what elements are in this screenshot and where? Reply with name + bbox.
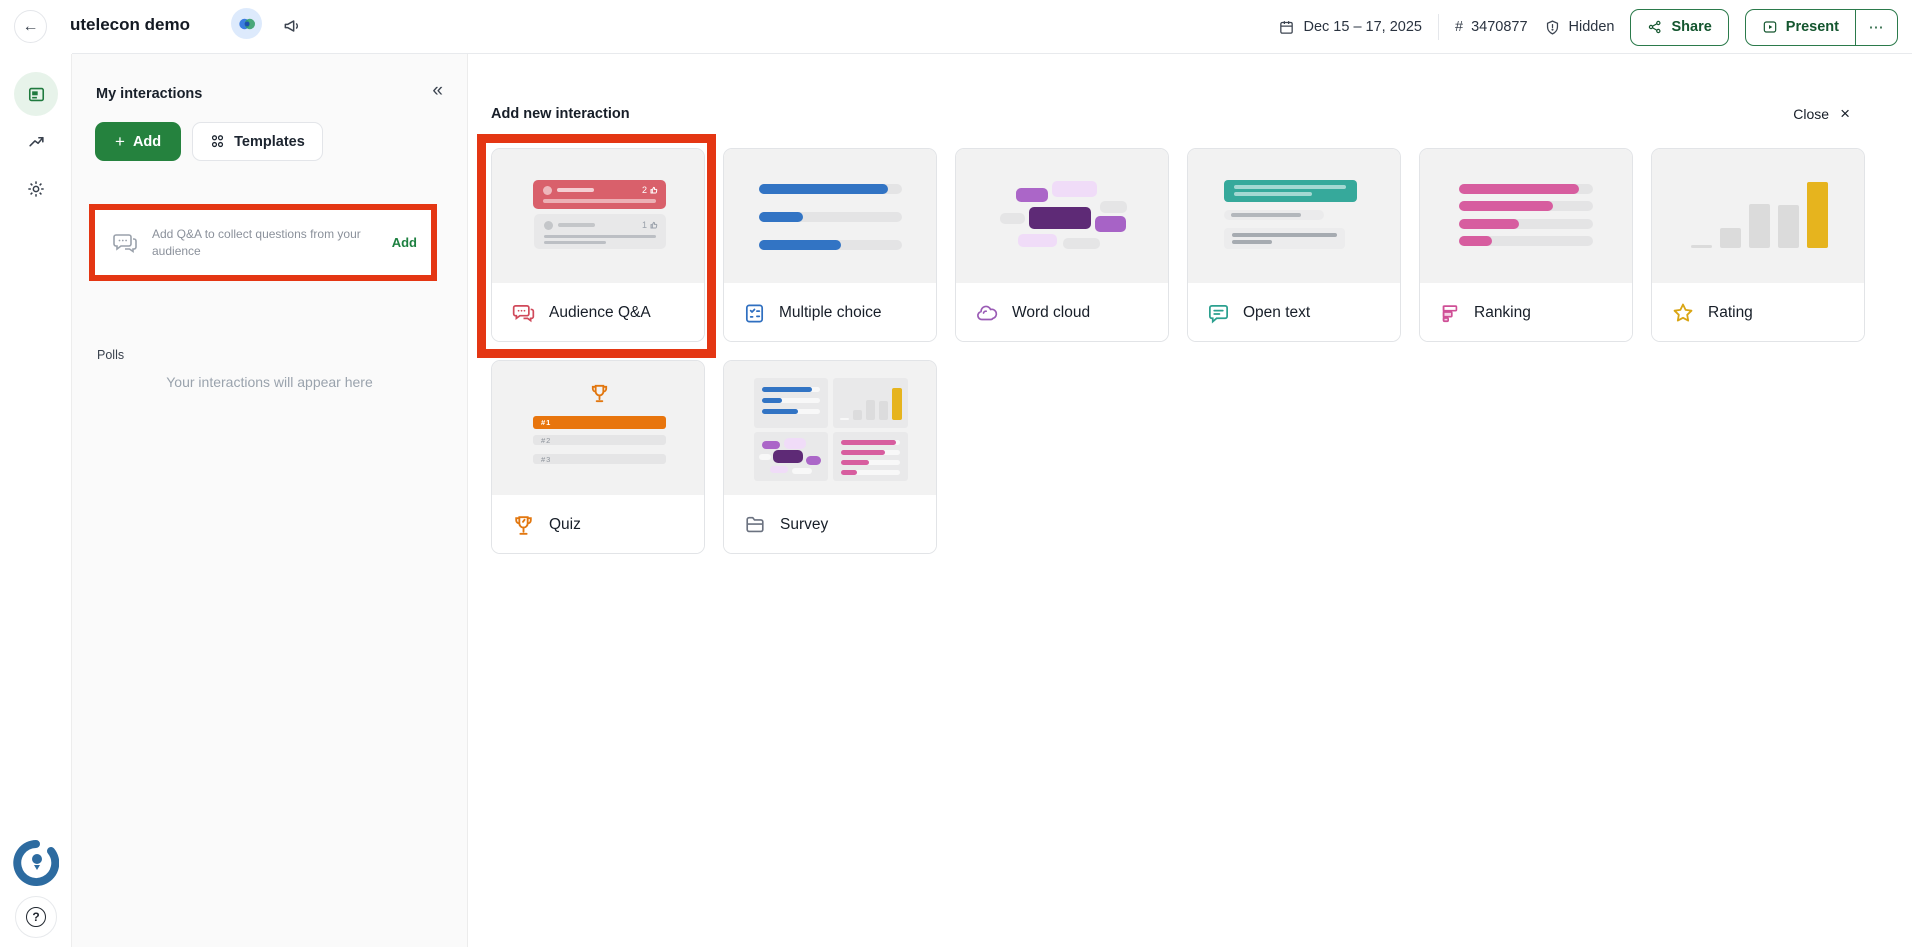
teams-integration-badge[interactable]	[231, 8, 262, 39]
annotation-box-qa-row: Add Q&A to collect questions from your a…	[89, 204, 437, 281]
present-button-group: Present ⋯	[1744, 8, 1898, 46]
trophy-icon	[591, 384, 608, 403]
polls-section-label: Polls	[97, 348, 125, 362]
card-label: Open text	[1243, 304, 1311, 321]
open-text-thumbnail	[1188, 149, 1400, 283]
qa-bottom-votes: 1	[641, 220, 647, 230]
slides-icon	[28, 87, 44, 101]
survey-folder-icon	[746, 516, 764, 533]
shield-alert-icon	[1546, 19, 1558, 35]
card-label: Multiple choice	[779, 304, 882, 321]
share-icon	[1649, 20, 1662, 34]
share-button[interactable]: Share	[1630, 8, 1729, 46]
header-bottom-divider	[72, 53, 1912, 54]
interaction-type-grid: 2 1	[491, 148, 1865, 554]
quiz-rank-1: #1	[541, 418, 552, 427]
rating-star-icon	[1673, 303, 1693, 322]
card-label: Quiz	[549, 516, 581, 533]
plus-icon: +	[115, 131, 125, 151]
close-icon: ×	[1840, 104, 1850, 123]
card-label: Ranking	[1474, 304, 1531, 321]
qa-add-link[interactable]: Add	[391, 235, 417, 250]
card-label: Rating	[1708, 304, 1753, 321]
card-ranking[interactable]: Ranking	[1419, 148, 1633, 342]
multiple-choice-icon	[745, 303, 764, 323]
question-icon: ?	[26, 907, 46, 927]
header-divider-bar	[1438, 14, 1439, 40]
present-button[interactable]: Present	[1746, 10, 1855, 45]
quiz-rank-3: #3	[541, 454, 552, 464]
panel-title: Add new interaction	[491, 106, 630, 122]
qa-hint-text: Add Q&A to collect questions from your a…	[152, 227, 361, 258]
open-text-icon	[1209, 304, 1228, 324]
quiz-trophy-icon	[515, 515, 532, 535]
empty-interactions-text: Your interactions will appear here	[166, 374, 373, 390]
visibility-status[interactable]: Hidden	[1544, 19, 1614, 36]
audience-qa-thumbnail: 2 1	[492, 149, 704, 283]
word-cloud-thumbnail	[956, 149, 1168, 283]
card-label: Word cloud	[1012, 304, 1091, 321]
close-panel-button[interactable]: Close ×	[1793, 104, 1850, 123]
presentation-title: utelecon demo	[70, 15, 190, 34]
trending-up-icon	[28, 136, 44, 146]
top-header: ← utelecon demo Dec 15 – 17, 2025	[0, 0, 1912, 54]
my-interactions-panel: My interactions « + Add Templates Audien…	[72, 54, 468, 947]
card-word-cloud[interactable]: Word cloud	[955, 148, 1169, 342]
card-multiple-choice[interactable]: Multiple choice	[723, 148, 937, 342]
card-rating[interactable]: Rating	[1651, 148, 1865, 342]
rail-item-results[interactable]	[14, 120, 58, 164]
card-quiz[interactable]: #1 #2 #3 Quiz	[491, 360, 705, 554]
sidebar-actions: + Add Templates	[95, 122, 323, 161]
gear-icon	[28, 181, 44, 197]
chat-bubbles-icon	[113, 233, 137, 253]
voice-megaphone-icon[interactable]	[282, 16, 302, 41]
survey-thumbnail	[724, 361, 936, 495]
templates-grid-icon	[212, 135, 224, 148]
date-range[interactable]: Dec 15 – 17, 2025	[1278, 19, 1422, 36]
rail-item-settings[interactable]	[14, 167, 58, 211]
calendar-icon	[1280, 20, 1294, 34]
quiz-thumbnail: #1 #2 #3	[492, 361, 704, 495]
present-more-button[interactable]: ⋯	[1855, 9, 1897, 45]
multiple-choice-thumbnail	[724, 149, 936, 283]
card-audience-qa[interactable]: 2 1	[491, 148, 705, 342]
qa-add-row[interactable]: Add Q&A to collect questions from your a…	[95, 210, 431, 275]
thumbs-up-icon	[650, 186, 658, 194]
rating-thumbnail	[1652, 149, 1864, 283]
help-button[interactable]: ?	[15, 896, 57, 938]
quiz-rank-2: #2	[541, 435, 552, 445]
header-actions: Dec 15 – 17, 2025 # 3470877 Hidden	[1278, 0, 1898, 54]
voting-code[interactable]: # 3470877	[1455, 19, 1528, 35]
teams-icon	[238, 18, 255, 29]
utelecon-logo[interactable]	[13, 840, 60, 886]
rail-item-slides[interactable]	[14, 72, 58, 116]
add-interaction-button[interactable]: + Add	[95, 122, 182, 161]
word-cloud-icon	[977, 305, 998, 320]
templates-button[interactable]: Templates	[192, 122, 323, 161]
left-nav-rail: ?	[0, 54, 72, 947]
play-icon	[1763, 21, 1777, 33]
card-label: Survey	[780, 516, 829, 533]
card-open-text[interactable]: Open text	[1187, 148, 1401, 342]
card-label: Audience Q&A	[549, 304, 651, 321]
ellipsis-icon: ⋯	[1868, 19, 1885, 36]
back-arrow-icon: ←	[22, 17, 39, 35]
hash-icon: #	[1455, 19, 1464, 35]
audience-qa-icon	[512, 305, 535, 323]
double-chevron-left-icon: «	[432, 80, 443, 101]
ranking-thumbnail	[1420, 149, 1632, 283]
ranking-icon	[1442, 305, 1458, 323]
card-survey[interactable]: Survey	[723, 360, 937, 554]
add-interaction-panel: Add new interaction Close × 2	[468, 54, 1912, 947]
sidebar-title: My interactions	[96, 86, 203, 102]
collapse-sidebar-button[interactable]: «	[432, 80, 443, 102]
back-button[interactable]: ←	[14, 10, 47, 43]
thumbs-up-icon	[650, 221, 658, 229]
qa-top-votes: 2	[641, 185, 647, 195]
